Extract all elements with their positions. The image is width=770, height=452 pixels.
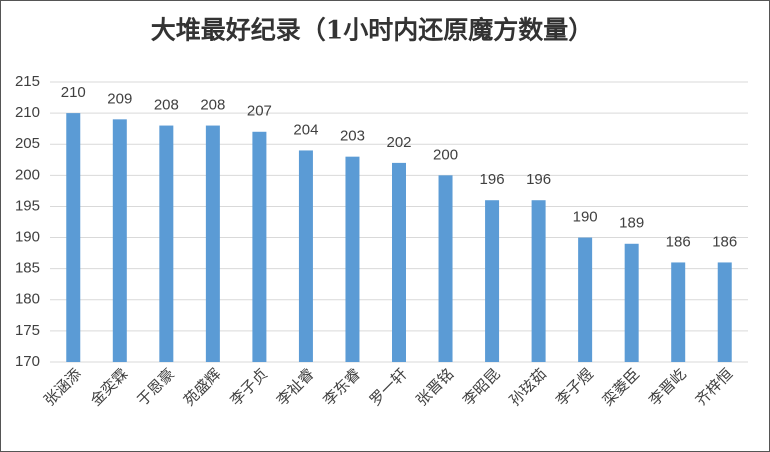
bar [485, 200, 500, 362]
y-tick-label: 190 [15, 229, 40, 246]
bar [252, 131, 267, 362]
bar [531, 200, 546, 362]
data-label: 209 [107, 90, 132, 107]
y-tick-label: 205 [15, 135, 40, 152]
bar [392, 162, 406, 362]
data-label: 208 [200, 97, 225, 114]
bar [205, 125, 220, 362]
data-label: 186 [712, 233, 737, 250]
bar [671, 262, 686, 362]
chart-title: 大堆最好纪录（1小时内还原魔方数量） [151, 16, 593, 45]
data-label: 186 [666, 233, 691, 250]
data-label: 190 [573, 209, 598, 226]
bar [159, 125, 174, 362]
y-tick-label: 185 [15, 260, 40, 277]
bar [66, 113, 81, 362]
data-label: 196 [526, 171, 551, 188]
bar [438, 175, 453, 362]
data-label: 203 [340, 128, 365, 145]
bar [624, 243, 639, 362]
y-tick-label: 180 [15, 291, 40, 308]
bar [717, 262, 732, 362]
bar [112, 119, 127, 362]
data-label: 204 [293, 121, 318, 138]
data-label: 200 [433, 146, 458, 163]
bar [298, 150, 313, 362]
y-tick-label: 210 [15, 104, 40, 121]
bar [345, 156, 360, 362]
y-tick-label: 175 [15, 322, 40, 339]
y-tick-label: 215 [15, 73, 40, 90]
y-tick-label: 195 [15, 197, 40, 214]
data-label: 202 [386, 134, 411, 151]
data-label: 207 [247, 103, 272, 120]
data-label: 210 [61, 84, 86, 101]
data-label: 189 [619, 215, 644, 232]
y-tick-label: 200 [15, 166, 40, 183]
data-label: 196 [480, 171, 505, 188]
data-label: 208 [154, 97, 179, 114]
y-tick-label: 170 [15, 353, 40, 370]
bar [578, 237, 593, 362]
